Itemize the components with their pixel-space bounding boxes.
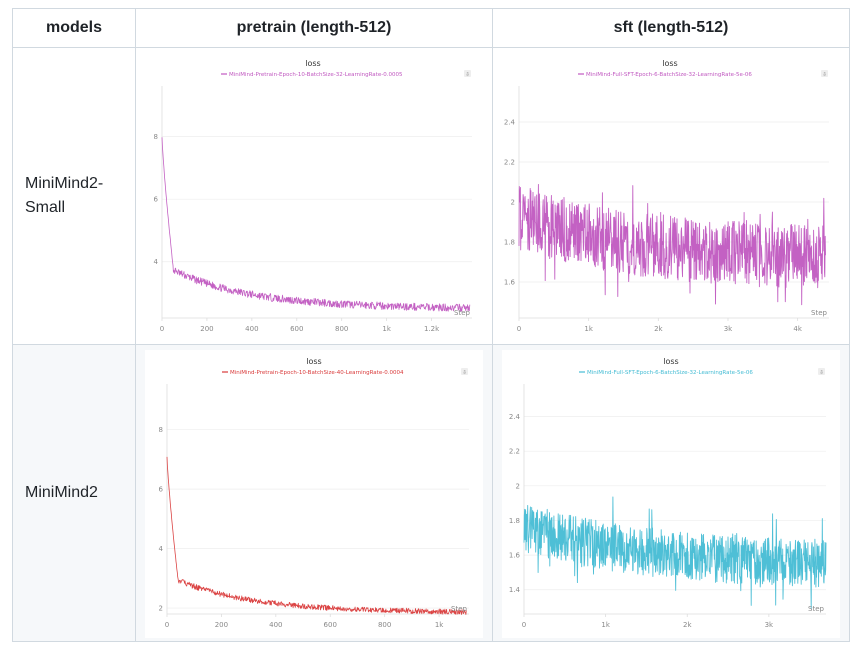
x-tick-label: 2k [683, 621, 692, 629]
loss-chart-small-sft: loss MiniMind-Full-SFT-Epoch-6-BatchSize-… [504, 59, 829, 333]
chart-title: loss [662, 59, 677, 68]
y-tick-label: 1.6 [504, 279, 516, 287]
x-tick-label: 0 [522, 621, 526, 629]
y-tick-label: 2 [516, 482, 520, 490]
x-tick-label: 1k [601, 621, 610, 629]
y-tick-label: 1.8 [504, 239, 515, 247]
x-axis-label: Step [451, 605, 467, 613]
loss-series-line [518, 183, 826, 306]
download-icon-glyph: ⇩ [462, 370, 467, 376]
chart-cell: loss MiniMind-Pretrain-Epoch-10-BatchSize… [135, 47, 493, 345]
y-tick-label: 2.2 [504, 159, 515, 167]
x-tick-label: 600 [324, 621, 337, 629]
y-tick-label: 8 [159, 426, 163, 434]
download-icon [464, 70, 471, 77]
y-tick-label: 2 [159, 605, 163, 613]
x-tick-label: 4k [793, 325, 802, 333]
header-models: models [12, 8, 136, 48]
chart-cell: loss MiniMind-Full-SFT-Epoch-6-BatchSize-… [492, 344, 850, 642]
download-icon [461, 368, 468, 375]
y-tick-label: 1.6 [509, 552, 521, 560]
chart-cell: loss MiniMind-Pretrain-Epoch-10-BatchSize… [135, 344, 493, 642]
x-tick-label: 800 [335, 325, 348, 333]
legend-label: MiniMind-Full-SFT-Epoch-6-BatchSize-32-L… [587, 370, 753, 376]
x-tick-label: 800 [378, 621, 391, 629]
legend-label: MiniMind-Pretrain-Epoch-10-BatchSize-40-… [230, 370, 404, 376]
y-tick-label: 2.4 [509, 413, 521, 421]
x-tick-label: 1.2k [424, 325, 440, 333]
chart-title: loss [305, 59, 320, 68]
table-row: MiniMind2 loss MiniMind-Pretrain-Epoch-10… [12, 344, 850, 642]
download-icon-glyph: ⇩ [819, 370, 824, 376]
x-tick-label: 2k [654, 325, 663, 333]
y-tick-label: 2 [511, 199, 515, 207]
y-tick-label: 8 [154, 133, 158, 141]
loss-series-line [166, 456, 467, 615]
x-axis-label: Step [454, 309, 470, 317]
chart-title: loss [306, 357, 321, 366]
x-axis-label: Step [808, 605, 824, 613]
chart-card: loss MiniMind-Full-SFT-Epoch-6-BatchSize-… [502, 350, 840, 638]
x-axis-label: Step [811, 309, 827, 317]
header-pretrain: pretrain (length-512) [135, 8, 493, 48]
download-icon-glyph: ⇩ [822, 72, 827, 78]
header-row: models pretrain (length-512) sft (length… [12, 8, 850, 48]
loss-chart-small-pretrain: loss MiniMind-Pretrain-Epoch-10-BatchSize… [154, 59, 472, 333]
y-tick-label: 4 [159, 545, 164, 553]
x-tick-label: 600 [290, 325, 303, 333]
table-row: MiniMind2-Small loss MiniMind-Pretrain-Ep… [12, 47, 850, 345]
x-tick-label: 1k [584, 325, 593, 333]
x-tick-label: 0 [517, 325, 521, 333]
chart-title: loss [663, 357, 678, 366]
y-tick-label: 6 [154, 196, 159, 204]
download-icon [818, 368, 825, 375]
loss-series-line [523, 496, 827, 609]
model-name-base: MiniMind2 [12, 344, 136, 642]
x-tick-label: 200 [215, 621, 228, 629]
x-tick-label: 0 [160, 325, 164, 333]
download-icon [821, 70, 828, 77]
chart-card: loss MiniMind-Full-SFT-Epoch-6-BatchSize-… [497, 52, 843, 342]
model-label: MiniMind2-Small [25, 175, 104, 216]
y-tick-label: 1.8 [509, 517, 520, 525]
legend-label: MiniMind-Full-SFT-Epoch-6-BatchSize-32-L… [586, 72, 752, 78]
x-tick-label: 3k [765, 621, 774, 629]
x-tick-label: 1k [435, 621, 444, 629]
y-tick-label: 2.4 [504, 119, 516, 127]
x-tick-label: 3k [724, 325, 733, 333]
y-tick-label: 6 [159, 486, 164, 494]
loss-chart-base-sft: loss MiniMind-Full-SFT-Epoch-6-BatchSize-… [509, 357, 827, 629]
y-tick-label: 2.2 [509, 448, 520, 456]
x-tick-label: 200 [200, 325, 213, 333]
legend-label: MiniMind-Pretrain-Epoch-10-BatchSize-32-… [229, 72, 403, 78]
x-tick-label: 0 [165, 621, 169, 629]
chart-cell: loss MiniMind-Full-SFT-Epoch-6-BatchSize-… [492, 47, 850, 345]
y-tick-label: 4 [154, 258, 159, 266]
loss-chart-base-pretrain: loss MiniMind-Pretrain-Epoch-10-BatchSize… [159, 357, 469, 629]
header-sft: sft (length-512) [492, 8, 850, 48]
model-name-small: MiniMind2-Small [12, 47, 136, 345]
x-tick-label: 1k [382, 325, 391, 333]
y-tick-label: 1.4 [509, 586, 521, 594]
x-tick-label: 400 [269, 621, 282, 629]
chart-card: loss MiniMind-Pretrain-Epoch-10-BatchSize… [145, 350, 483, 638]
download-icon-glyph: ⇩ [465, 72, 470, 78]
results-table: models pretrain (length-512) sft (length… [12, 8, 850, 642]
chart-card: loss MiniMind-Pretrain-Epoch-10-BatchSize… [140, 52, 486, 342]
x-tick-label: 400 [245, 325, 258, 333]
loss-series-line [161, 137, 471, 312]
